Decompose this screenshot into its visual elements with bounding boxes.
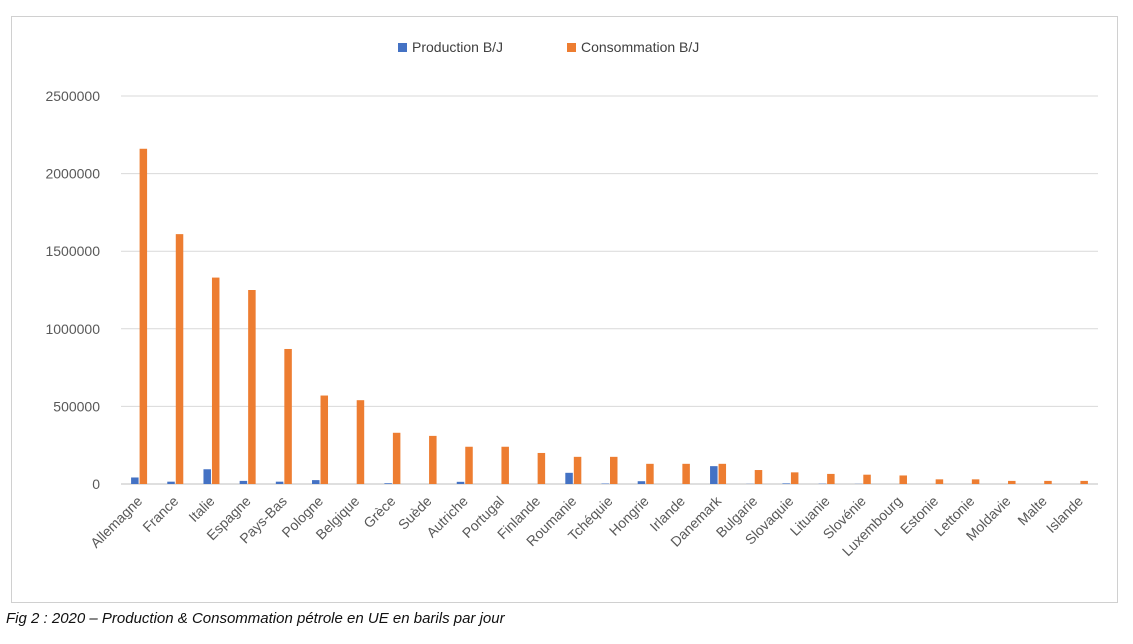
consommation-bar	[754, 470, 763, 484]
x-tick-label: France	[139, 493, 181, 535]
x-tick-label: Allemagne	[87, 493, 145, 551]
consommation-bar	[1044, 480, 1052, 484]
consommation-bar	[211, 277, 220, 484]
production-bar	[167, 481, 175, 484]
y-tick-label: 1500000	[45, 243, 100, 259]
y-tick-label: 2000000	[45, 166, 100, 182]
consommation-bar	[320, 395, 329, 484]
consommation-bar	[718, 463, 727, 484]
consommation-bar	[827, 473, 835, 484]
consommation-bar	[1008, 480, 1016, 484]
x-tick-label: Italie	[185, 493, 217, 525]
bar-chart: 0 500000 1000000 1500000 2000000 2500000 Alle…	[45, 39, 1098, 559]
y-axis: 0 500000 1000000 1500000 2000000 2500000	[45, 88, 100, 492]
consommation-bar	[356, 400, 365, 484]
figure-caption: Fig 2 : 2020 – Production & Consommation…	[6, 610, 505, 627]
chart-frame: 0 500000 1000000 1500000 2000000 2500000 Alle…	[11, 16, 1118, 603]
production-bar	[384, 483, 392, 484]
consommation-bar	[863, 474, 871, 484]
legend-label-production: Production B/J	[412, 39, 503, 55]
legend-swatch-consommation	[567, 43, 576, 52]
legend: Production B/J Consommation B/J	[398, 39, 699, 55]
production-bar	[782, 483, 790, 484]
consommation-bar	[501, 446, 509, 484]
consommation-bar	[248, 290, 256, 484]
consommation-bar	[935, 479, 944, 484]
production-bar	[456, 481, 465, 484]
consommation-bar	[429, 435, 437, 484]
consommation-bar	[392, 432, 401, 484]
consommation-bar	[790, 472, 799, 484]
consommation-bar	[465, 446, 473, 484]
consommation-bar	[175, 234, 184, 484]
x-tick-label: Grèce	[360, 493, 398, 531]
x-tick-label: Islande	[1043, 493, 1086, 536]
consommation-bar	[610, 456, 618, 484]
consommation-bar	[971, 479, 980, 484]
production-bar	[203, 469, 211, 484]
production-bar	[565, 472, 573, 484]
production-bar	[637, 481, 646, 484]
consommation-bar	[682, 463, 690, 484]
y-tick-label: 0	[92, 476, 100, 492]
production-bar	[312, 480, 320, 484]
consommation-bar	[1080, 480, 1088, 484]
gridlines	[121, 95, 1098, 485]
consommation-bar	[537, 452, 546, 484]
legend-label-consommation: Consommation B/J	[581, 39, 699, 55]
legend-swatch-production	[398, 43, 407, 52]
y-tick-label: 500000	[53, 398, 100, 414]
x-tick-label: Hongrie	[606, 493, 652, 539]
y-tick-label: 1000000	[45, 321, 100, 337]
consommation-bar	[899, 475, 907, 484]
production-bar	[239, 480, 248, 484]
consommation-bar	[284, 348, 292, 484]
production-bar	[710, 466, 718, 484]
consommation-bar	[139, 148, 148, 484]
bars	[131, 148, 1088, 484]
production-bar	[275, 481, 284, 484]
production-bar	[131, 477, 139, 484]
consommation-bar	[646, 463, 654, 484]
y-tick-label: 2500000	[45, 88, 100, 104]
consommation-bar	[573, 456, 582, 484]
